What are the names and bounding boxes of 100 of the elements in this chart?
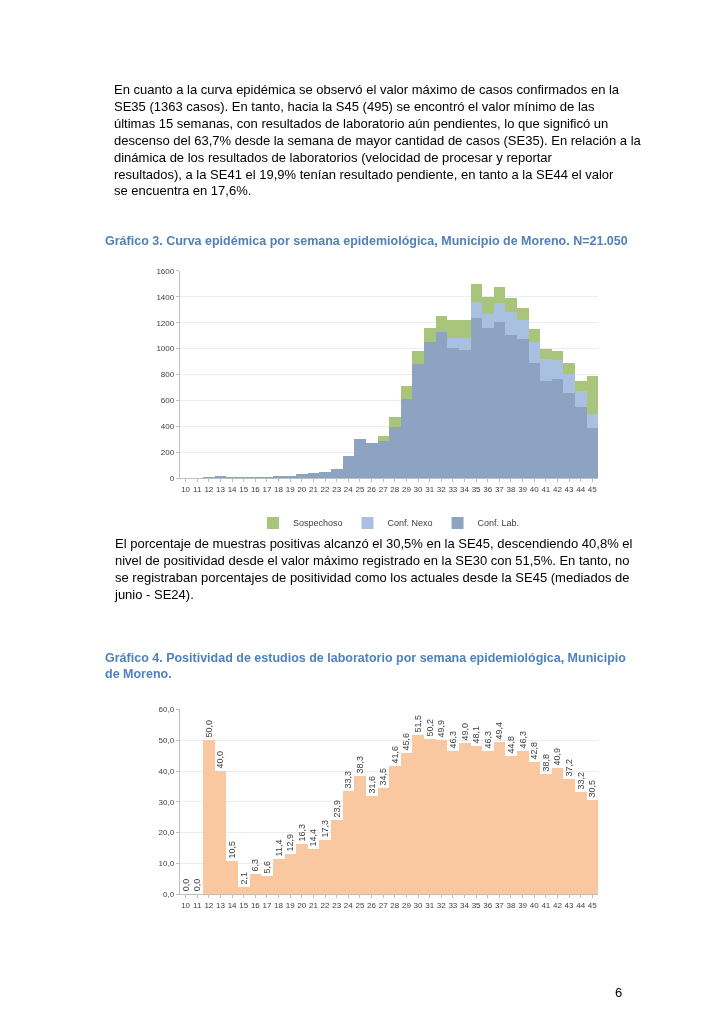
- x-tick-label: 37: [494, 484, 505, 494]
- legend-label: Sospechoso: [292, 518, 343, 529]
- data-label: 17,3: [319, 819, 330, 838]
- data-label: 49,4: [494, 721, 505, 740]
- data-label: 46,3: [447, 730, 458, 749]
- x-tick-label: 25: [355, 900, 365, 910]
- x-tick-label: 14: [227, 900, 238, 910]
- data-label: 11,4: [273, 839, 284, 857]
- y-tick-label: 10,0: [158, 859, 175, 869]
- x-tick-label: 33: [448, 900, 458, 910]
- x-tick-label: 13: [216, 484, 226, 494]
- x-tick-label: 45: [587, 900, 598, 910]
- data-label: 23,9: [331, 799, 342, 818]
- x-tick-label: 32: [436, 484, 447, 494]
- data-label: 46,3: [482, 730, 493, 749]
- data-label: 49,0: [459, 722, 470, 741]
- x-tick-label: 21: [308, 900, 319, 910]
- x-tick-label: 33: [448, 484, 458, 494]
- y-tick-label: 400: [160, 422, 175, 432]
- x-tick-label: 37: [494, 900, 505, 910]
- x-tick-label: 30: [413, 900, 424, 910]
- x-tick-label: 27: [378, 900, 389, 910]
- x-tick-label: 16: [250, 484, 261, 494]
- data-label: 51,5: [412, 714, 423, 733]
- y-tick-label: 800: [160, 370, 175, 380]
- x-tick-label: 28: [390, 484, 400, 494]
- x-tick-label: 43: [564, 484, 575, 494]
- data-label: 0,0: [180, 878, 191, 892]
- y-tick-label: 60,0: [158, 705, 175, 715]
- x-tick-label: 40: [529, 900, 540, 910]
- x-tick-label: 18: [274, 900, 284, 910]
- legend-label: Conf. Nexo: [387, 518, 433, 529]
- x-tick-label: 38: [506, 900, 516, 910]
- x-tick-label: 21: [308, 484, 319, 494]
- data-label: 41,6: [389, 745, 400, 764]
- data-label: 33,3: [343, 770, 354, 789]
- data-label: 16,3: [296, 823, 307, 842]
- x-tick-label: 24: [343, 900, 354, 910]
- x-tick-label: 36: [483, 484, 493, 494]
- x-tick-label: 31: [425, 900, 435, 910]
- data-label: 45,6: [401, 732, 412, 751]
- y-tick-label: 1200: [156, 318, 175, 328]
- x-tick-label: 24: [343, 484, 354, 494]
- y-tick-label: 0: [169, 473, 175, 483]
- x-tick-label: 35: [471, 900, 482, 910]
- text: En cuanto a la curva epidémica se observó el valor máximo de casos confirmados en la SE35 (1363 casos). En tanto, hacia la S45 (495) se encontró el valor mínimo de las últimas 15 semanas, con resultados de laboratorio aún pendientes, lo que significó un descenso del 63,7% desde la semana de mayor cantidad de casos (SE35). En relación a la dinámica de los resultados de laboratorios (velocidad de procesar y reportar resultados), a la SE41 el 19,9% tenían resultado pendiente, en tanto a la SE44 el valor se encuentra en 17,6%.: [114, 82, 642, 199]
- x-tick-label: 12: [204, 484, 214, 494]
- x-tick-label: 26: [367, 484, 377, 494]
- data-label: 10,5: [226, 840, 237, 859]
- x-tick-label: 11: [193, 484, 202, 494]
- x-tick-label: 29: [401, 484, 412, 494]
- x-tick-label: 44: [576, 900, 586, 910]
- data-label: 6,3: [250, 858, 261, 872]
- x-tick-label: 22: [320, 484, 331, 494]
- data-label: 14,4: [308, 828, 319, 847]
- y-tick-label: 0,0: [163, 889, 175, 899]
- x-tick-label: 17: [262, 484, 272, 494]
- x-tick-label: 22: [320, 900, 331, 910]
- data-label: 46,3: [517, 730, 528, 749]
- y-tick-label: 1400: [156, 292, 175, 302]
- x-tick-label: 16: [250, 900, 261, 910]
- x-tick-label: 17: [262, 900, 272, 910]
- data-label: 48,1: [471, 725, 482, 744]
- x-tick-label: 39: [518, 484, 528, 494]
- x-tick-label: 19: [285, 900, 296, 910]
- x-tick-label: 20: [297, 484, 307, 494]
- x-tick-label: 41: [541, 484, 551, 494]
- chart-title: Gráfico 3. Curva epidémica por semana epidemiológica, Municipio de Moreno. N=21.050: [105, 234, 628, 248]
- x-tick-label: 15: [239, 484, 249, 494]
- x-tick-label: 25: [355, 484, 365, 494]
- x-tick-label: 12: [204, 900, 214, 910]
- y-tick-label: 50,0: [158, 736, 175, 746]
- y-tick-label: 200: [160, 447, 175, 457]
- text: 6: [615, 985, 623, 1000]
- data-label: 0,0: [192, 878, 203, 892]
- x-tick-label: 35: [471, 484, 482, 494]
- x-tick-label: 15: [239, 900, 249, 910]
- x-tick-label: 20: [297, 900, 307, 910]
- x-tick-label: 13: [216, 900, 226, 910]
- x-tick-label: 36: [483, 900, 493, 910]
- x-tick-label: 23: [332, 900, 342, 910]
- x-tick-label: 26: [367, 900, 377, 910]
- legend-label: Conf. Lab.: [477, 518, 520, 529]
- x-tick-label: 43: [564, 900, 575, 910]
- x-tick-label: 29: [401, 900, 412, 910]
- x-tick-label: 11: [193, 900, 202, 910]
- x-tick-label: 10: [181, 900, 191, 910]
- x-tick-label: 30: [413, 484, 424, 494]
- y-tick-label: 600: [160, 396, 175, 406]
- y-tick-label: 1600: [156, 266, 175, 276]
- x-tick-label: 44: [576, 484, 586, 494]
- x-tick-label: 32: [436, 900, 447, 910]
- y-tick-label: 30,0: [158, 797, 175, 807]
- data-label: 2,1: [238, 871, 249, 885]
- data-label: 30,5: [587, 779, 598, 798]
- x-tick-label: 39: [518, 900, 528, 910]
- data-label: 37,2: [563, 758, 574, 777]
- data-label: 38,8: [540, 753, 551, 772]
- x-tick-label: 42: [553, 900, 563, 910]
- text: El porcentaje de muestras positivas alcanzó el 30,5% en la SE45, descendiendo 40,8% el nivel de positividad desde el valor máximo registrado en la SE30 con 51,5%. En tanto, no se registraban porcentajes de positividad como los actuales desde la SE45 (mediados de junio - SE24).: [114, 536, 633, 602]
